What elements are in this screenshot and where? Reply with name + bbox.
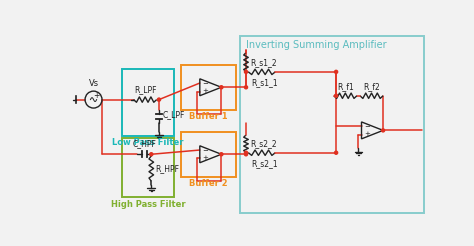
- Text: High Pass Filter: High Pass Filter: [111, 200, 185, 209]
- Circle shape: [245, 70, 247, 73]
- Circle shape: [335, 151, 337, 154]
- Circle shape: [150, 153, 153, 156]
- Text: R_LPF: R_LPF: [134, 85, 156, 94]
- Text: Buffer 2: Buffer 2: [189, 179, 228, 188]
- Text: R_s1_2: R_s1_2: [250, 58, 276, 67]
- Text: C_HPF: C_HPF: [132, 139, 156, 148]
- Text: −: −: [202, 81, 208, 87]
- Circle shape: [245, 151, 247, 154]
- Text: Low Pass Filter: Low Pass Filter: [112, 138, 184, 147]
- Text: +: +: [202, 88, 208, 94]
- Circle shape: [382, 129, 384, 132]
- Text: +: +: [93, 91, 100, 100]
- Bar: [182, 132, 236, 177]
- Circle shape: [157, 98, 161, 101]
- Text: −: −: [202, 148, 208, 154]
- Bar: [182, 65, 236, 110]
- Text: R_s2_2: R_s2_2: [250, 139, 276, 148]
- Text: Buffer 1: Buffer 1: [189, 112, 228, 121]
- Text: R_f1: R_f1: [337, 82, 354, 91]
- Text: R_s1_1: R_s1_1: [251, 78, 277, 87]
- Text: Vs: Vs: [89, 79, 99, 88]
- Text: R_f2: R_f2: [363, 82, 380, 91]
- Circle shape: [245, 153, 247, 156]
- Circle shape: [335, 94, 337, 97]
- Circle shape: [335, 70, 337, 73]
- Circle shape: [220, 86, 223, 89]
- Circle shape: [220, 153, 223, 156]
- Text: +: +: [364, 131, 370, 137]
- Bar: [122, 138, 174, 197]
- Bar: [240, 36, 424, 213]
- Text: R_s2_1: R_s2_1: [251, 159, 277, 168]
- Circle shape: [245, 86, 247, 89]
- Text: Inverting Summing Amplifier: Inverting Summing Amplifier: [246, 40, 387, 49]
- Text: C_LPF: C_LPF: [163, 110, 185, 120]
- Text: −: −: [364, 124, 370, 130]
- Bar: [122, 69, 174, 136]
- Text: R_HPF: R_HPF: [155, 164, 179, 173]
- Text: +: +: [202, 155, 208, 161]
